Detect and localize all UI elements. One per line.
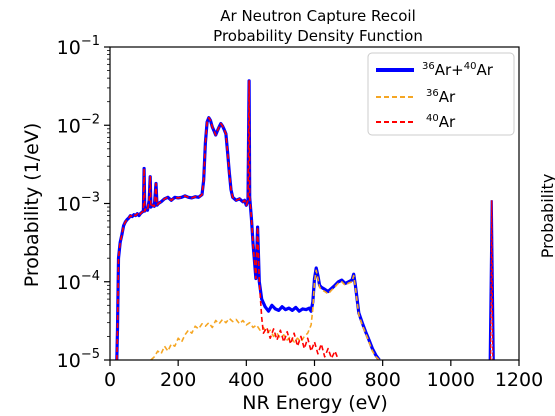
x-tick-label: 400 bbox=[228, 369, 264, 391]
right-panel-axis-label: Probability bbox=[538, 174, 555, 259]
x-axis-label: NR Energy (eV) bbox=[242, 392, 388, 414]
y-tick-label: 10−5 bbox=[57, 347, 100, 372]
chart-title-line-1: Ar Neutron Capture Recoil bbox=[220, 7, 415, 25]
y-axis: 10−5 10−4 10−3 10−2 10−1 bbox=[57, 34, 110, 372]
x-tick-label: 200 bbox=[160, 369, 196, 391]
x-tick-label: 1000 bbox=[427, 369, 475, 391]
x-tick-label: 600 bbox=[296, 369, 332, 391]
x-tick-label: 0 bbox=[104, 369, 116, 391]
y-tick-label: 10−4 bbox=[57, 269, 100, 294]
legend-label-ar40: 40Ar bbox=[426, 113, 456, 131]
isolated-peak-ar40 bbox=[490, 200, 494, 360]
y-axis-label: Probability (1/eV) bbox=[21, 123, 43, 287]
legend-label-ar36: 36Ar bbox=[426, 88, 456, 106]
legend-label-combined: 36Ar+40Ar bbox=[422, 61, 494, 79]
series-line-ar36 bbox=[150, 269, 380, 360]
series-line-ar40 bbox=[116, 80, 340, 360]
x-axis: 0 200 400 600 800 1000 1200 bbox=[104, 360, 543, 391]
chart-title-line-2: Probability Density Function bbox=[213, 27, 423, 45]
x-tick-label: 800 bbox=[365, 369, 401, 391]
y-tick-label: 10−2 bbox=[57, 112, 100, 137]
x-tick-label: 1200 bbox=[495, 369, 543, 391]
legend-box bbox=[367, 52, 515, 136]
plot-data-layer bbox=[115, 79, 495, 360]
legend: 36Ar+40Ar 36Ar 40Ar bbox=[367, 52, 515, 136]
y-tick-label: 10−1 bbox=[57, 34, 100, 59]
y-tick-label: 10−3 bbox=[57, 191, 100, 216]
